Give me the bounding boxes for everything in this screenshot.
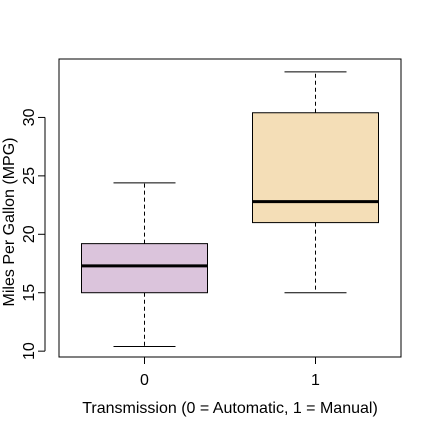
y-tick-label: 15: [21, 284, 38, 302]
x-tick-label: 0: [140, 372, 149, 389]
x-axis-title: Transmission (0 = Automatic, 1 = Manual): [82, 400, 378, 417]
axes-group: 10 15 20 25 30 0 1: [21, 58, 402, 389]
y-axis-title: Miles Per Gallon (MPG): [1, 138, 18, 307]
plot-marks: [81, 71, 379, 347]
box-iqr: [252, 112, 379, 224]
box-iqr: [81, 243, 208, 294]
y-tick-label: 10: [21, 342, 38, 360]
y-tick-label: 30: [21, 108, 38, 126]
box-group-1: [252, 71, 379, 294]
y-tick-label: 25: [21, 167, 38, 185]
x-tick-label: 1: [311, 372, 320, 389]
y-tick-label: 20: [21, 225, 38, 243]
box-group-0: [81, 182, 208, 347]
